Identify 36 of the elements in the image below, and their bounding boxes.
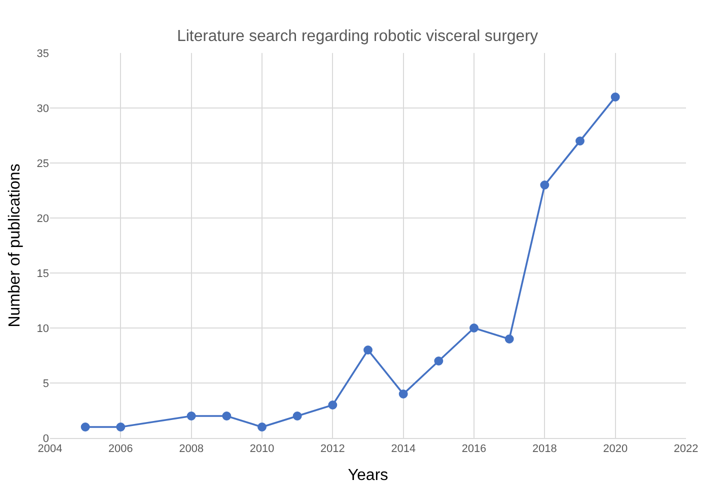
point xyxy=(292,412,302,420)
x-tick-label: 2008 xyxy=(179,443,204,456)
y-tick-label: 25 xyxy=(36,158,49,170)
point xyxy=(610,92,620,102)
point xyxy=(80,422,90,432)
x-tick-label: 2022 xyxy=(674,443,698,456)
x-tick-label: 2006 xyxy=(108,443,133,456)
point xyxy=(364,346,372,354)
y-tick-label: 35 xyxy=(36,48,49,60)
point xyxy=(470,324,478,332)
point xyxy=(328,400,338,410)
x-tick-label: 2014 xyxy=(391,443,416,456)
point xyxy=(504,334,514,344)
y-axis-title: Number of publications xyxy=(6,164,24,328)
y-tick-label: 0 xyxy=(42,432,49,445)
point xyxy=(540,180,550,190)
y-tick-label: 5 xyxy=(42,378,49,390)
point xyxy=(222,412,232,420)
chart-title: Literature search regarding robotic visceral surgery xyxy=(176,28,538,45)
y-tick-label: 30 xyxy=(36,102,49,115)
y-tick-label: 10 xyxy=(36,322,49,335)
y-tick-label: 20 xyxy=(36,212,49,225)
y-tick-label: 15 xyxy=(36,268,49,280)
point xyxy=(434,356,444,366)
x-axis-title: Years xyxy=(348,466,388,484)
x-tick-label: 2020 xyxy=(603,443,628,456)
point xyxy=(258,422,266,432)
point xyxy=(116,422,126,432)
x-tick-label: 2004 xyxy=(38,443,62,456)
point xyxy=(576,136,584,146)
point xyxy=(186,412,196,420)
x-tick-label: 2016 xyxy=(462,443,486,456)
x-tick-label: 2010 xyxy=(250,443,274,456)
point xyxy=(398,390,408,398)
x-tick-label: 2012 xyxy=(320,443,345,456)
x-tick-label: 2018 xyxy=(532,443,557,456)
